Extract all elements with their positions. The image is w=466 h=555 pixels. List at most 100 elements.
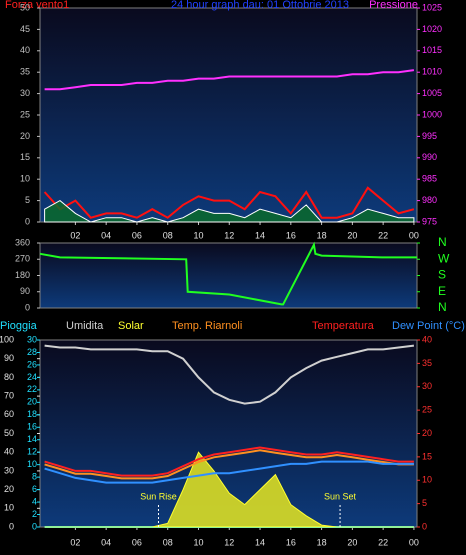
y3-tick-label: 0 [32, 521, 37, 531]
y-tick-label: 5 [25, 195, 30, 205]
y2-tick-label: N [438, 300, 447, 314]
y-tick-label: 0 [25, 216, 30, 226]
y-tick-label: 25 [20, 109, 30, 119]
y-axis-label: Forza vento1 [5, 0, 69, 11]
y-tick-label: 100 [0, 334, 14, 344]
y-tick-label: 0 [9, 521, 14, 531]
y2-tick-label: 1020 [422, 24, 442, 34]
y3-tick-label: 2 [32, 509, 37, 519]
x-tick-label: 06 [132, 537, 142, 547]
y-tick-label: 50 [20, 2, 30, 12]
y3-tick-label: 28 [27, 347, 37, 357]
y2-tick-label: 40 [422, 334, 432, 344]
x-tick-label: 14 [255, 537, 265, 547]
legend-label: Dew Point (°C) [392, 320, 465, 332]
x-tick-label: 16 [286, 230, 296, 240]
x-tick-label: 02 [70, 537, 80, 547]
y2-tick-label: 10 [422, 475, 432, 485]
y-tick-label: 10 [20, 174, 30, 184]
y2-axis-label: Pressione [369, 0, 418, 11]
y-tick-label: 35 [20, 67, 30, 77]
y-tick-label: 90 [20, 286, 30, 296]
y3-tick-label: 16 [27, 422, 37, 432]
y3-tick-label: 12 [27, 447, 37, 457]
x-tick-label: 06 [132, 230, 142, 240]
y-tick-label: 10 [4, 503, 14, 513]
y-tick-label: 45 [20, 24, 30, 34]
y3-tick-label: 26 [27, 359, 37, 369]
y2-tick-label: E [438, 284, 446, 298]
x-tick-label: 20 [347, 230, 357, 240]
y2-tick-label: 20 [422, 428, 432, 438]
x-tick-label: 00 [409, 537, 419, 547]
line [43, 186, 415, 219]
y-tick-label: 40 [20, 45, 30, 55]
y2-tick-label: 0 [422, 521, 427, 531]
legend-label: Umidita [66, 320, 104, 332]
y3-tick-label: 20 [27, 397, 37, 407]
chart-title: 24 hour graph dau: 01 Ottobrie 2013 [171, 0, 349, 11]
y3-tick-label: 30 [27, 334, 37, 344]
y-tick-label: 20 [4, 484, 14, 494]
x-tick-label: 08 [163, 230, 173, 240]
x-tick-label: 20 [347, 537, 357, 547]
line [44, 69, 415, 91]
y2-tick-label: 995 [422, 131, 437, 141]
y2-tick-label: 1025 [422, 2, 442, 12]
y2-tick-label: 5 [422, 498, 427, 508]
x-tick-label: 22 [378, 537, 388, 547]
x-tick-label: 18 [317, 537, 327, 547]
panel-direction [39, 242, 418, 309]
y-tick-label: 80 [4, 372, 14, 382]
annotation-label: Sun Set [324, 491, 357, 501]
y-tick-label: 15 [20, 152, 30, 162]
y-tick-label: 30 [4, 465, 14, 475]
y-tick-label: 60 [4, 409, 14, 419]
x-tick-label: 12 [224, 537, 234, 547]
x-tick-label: 22 [378, 230, 388, 240]
legend-label: Temperatura [312, 320, 375, 332]
y-tick-label: 70 [4, 390, 14, 400]
x-tick-label: 14 [255, 230, 265, 240]
y2-tick-label: 990 [422, 152, 437, 162]
y-tick-label: 20 [20, 131, 30, 141]
y2-tick-label: 985 [422, 174, 437, 184]
y-tick-label: 0 [25, 302, 30, 312]
x-tick-label: 12 [224, 230, 234, 240]
y2-tick-label: 1010 [422, 67, 442, 77]
line [39, 241, 417, 306]
area [44, 451, 414, 528]
y2-tick-label: 15 [422, 451, 432, 461]
y3-tick-label: 18 [27, 409, 37, 419]
y-tick-label: 180 [15, 270, 30, 280]
y2-tick-label: 25 [422, 405, 432, 415]
y3-tick-label: 6 [32, 484, 37, 494]
y-tick-label: 270 [15, 254, 30, 264]
y2-tick-label: S [438, 268, 446, 282]
line [44, 449, 414, 480]
y2-tick-label: 35 [422, 358, 432, 368]
x-tick-label: 04 [101, 230, 111, 240]
y3-tick-label: 10 [27, 459, 37, 469]
y3-tick-label: 24 [27, 372, 37, 382]
legend-label: Solar [118, 320, 144, 332]
y3-tick-label: 4 [32, 496, 37, 506]
y-tick-label: 360 [15, 237, 30, 247]
y-tick-label: 50 [4, 428, 14, 438]
y2-tick-label: 975 [422, 216, 437, 226]
y2-tick-label: W [438, 251, 450, 265]
line [44, 344, 415, 405]
y2-tick-label: 1015 [422, 45, 442, 55]
y-tick-label: 90 [4, 353, 14, 363]
y-tick-label: 30 [20, 88, 30, 98]
area [44, 199, 415, 223]
x-tick-label: 10 [193, 230, 203, 240]
x-tick-label: 18 [317, 230, 327, 240]
x-tick-label: 02 [70, 230, 80, 240]
annotation-label: Sun Rise [140, 491, 177, 501]
legend-label: Pioggia [0, 320, 38, 332]
y2-tick-label: 30 [422, 381, 432, 391]
y2-tick-label: 1000 [422, 109, 442, 119]
x-tick-label: 04 [101, 537, 111, 547]
